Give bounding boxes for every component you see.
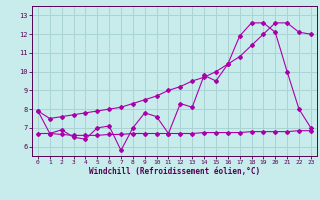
X-axis label: Windchill (Refroidissement éolien,°C): Windchill (Refroidissement éolien,°C): [89, 167, 260, 176]
